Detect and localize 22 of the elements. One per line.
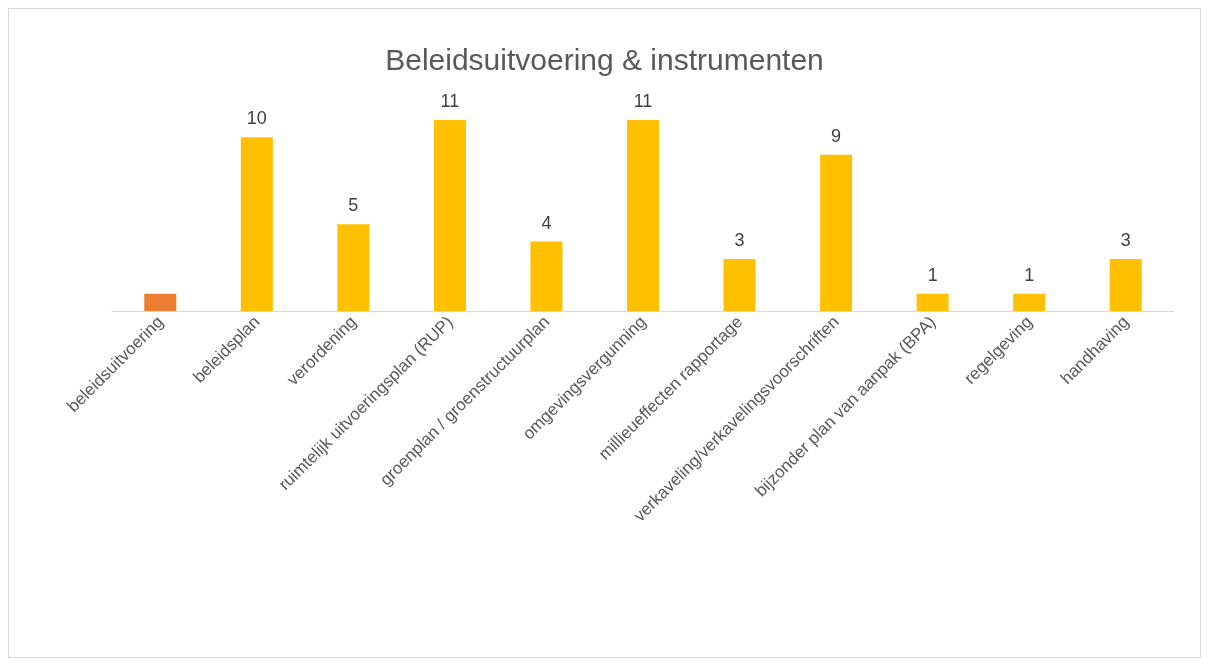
data-label: 1 bbox=[927, 264, 938, 285]
bar bbox=[144, 293, 177, 311]
data-label: 1 bbox=[1024, 264, 1035, 285]
bar bbox=[820, 154, 853, 311]
data-label: 11 bbox=[633, 91, 653, 111]
bar bbox=[433, 120, 466, 311]
chart-title: Beleidsuitvoering & instrumenten bbox=[385, 42, 824, 76]
data-label: 5 bbox=[348, 195, 359, 216]
data-label: 11 bbox=[440, 91, 460, 111]
data-label: 10 bbox=[246, 108, 267, 129]
bar bbox=[723, 258, 756, 311]
data-label: 9 bbox=[831, 125, 842, 146]
bar bbox=[1109, 258, 1142, 311]
bar bbox=[916, 293, 949, 311]
bar bbox=[627, 120, 659, 311]
bar bbox=[530, 241, 563, 311]
data-label: 3 bbox=[734, 229, 745, 250]
bar bbox=[1013, 293, 1046, 311]
data-label: 3 bbox=[1120, 229, 1131, 250]
bar bbox=[337, 224, 370, 311]
bar bbox=[240, 137, 273, 311]
data-label: 4 bbox=[541, 212, 552, 233]
